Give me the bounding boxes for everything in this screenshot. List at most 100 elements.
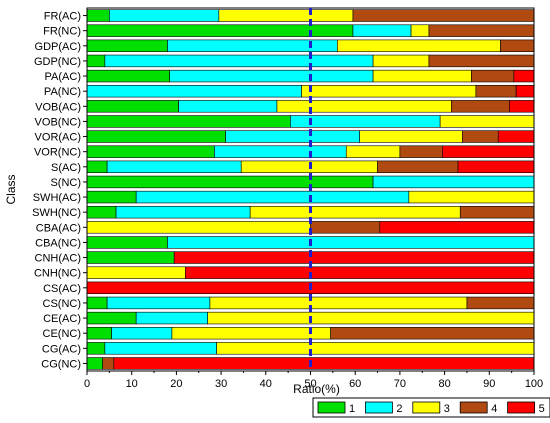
bar-segment-2 [115,205,251,219]
legend-label-1: 1 [349,403,355,415]
bars-group [86,9,535,370]
y-tick-label: PA(AC) [45,71,81,83]
bar-segment-2 [167,236,535,249]
bar-segment-1 [86,130,226,143]
bar-segment-4 [310,221,381,234]
legend-label-5: 5 [539,403,545,415]
y-tick-label: CG(AC) [42,343,81,355]
x-axis-ticks: 0 10 20 30 40 50 60 70 80 90 100 [84,371,543,390]
bar-segment-3 [209,296,468,310]
bar-segment-1 [86,342,106,355]
bar-segment-3 [218,9,354,22]
bar-segment-5 [113,357,535,370]
legend-swatch-4 [459,401,488,414]
y-tick-label: CE(NC) [43,328,82,340]
bar-segment-3 [171,326,331,340]
y-tick-label: VOR(NC) [34,147,81,159]
bar-segment-5 [173,251,535,264]
bar-segment-1 [86,296,108,310]
bar-segment-2 [214,145,347,158]
bar-segment-3 [86,266,186,279]
y-tick-label: FR(AC) [44,11,81,23]
bar-segment-2 [86,84,302,98]
y-tick-label: GDP(NC) [34,56,81,68]
bar-segment-4 [462,130,499,143]
bar-segment-1 [86,39,168,53]
bar-segment-2 [225,130,360,143]
bar-segment-4 [428,54,535,68]
bar-segment-1 [86,69,170,83]
bar-segment-3 [439,115,535,128]
bar-segment-5 [515,84,535,98]
bar-segment-5 [513,69,535,83]
y-tick-label: CNH(AC) [35,253,81,265]
y-axis-label: Class [4,174,18,204]
bar-segment-3 [359,130,463,143]
y-tick-label: CS(NC) [43,298,82,310]
bar-segment-2 [169,69,374,83]
bar-segment-1 [86,24,354,37]
bar-segment-1 [86,236,168,249]
bar-segment-5 [442,145,535,158]
bar-segment-3 [216,342,535,355]
y-tick-label: FR(NC) [43,26,81,38]
bar-segment-5 [509,100,535,113]
bar-segment-3 [408,190,535,204]
bar-segment-2 [111,326,173,340]
bar-segment-3 [372,54,430,68]
bar-segment-4 [451,100,510,113]
bar-segment-3 [207,311,535,325]
legend-swatch-1 [317,401,346,414]
y-tick-label: CS(AC) [43,283,81,295]
y-tick-label: CE(AC) [43,313,81,325]
legend-swatch-3 [412,401,441,414]
bar-segment-2 [106,160,242,174]
y-tick-label: SWH(NC) [32,207,81,219]
x-tick-label: 50 [304,378,316,390]
bar-segment-3 [345,145,401,158]
bar-segment-5 [185,266,535,279]
bar-segment-1 [86,326,112,340]
bar-segment-1 [86,160,108,174]
bar-segment-3 [86,221,311,234]
bar-segment-4 [377,160,459,174]
x-axis-label: Ratio(%) [293,382,340,396]
bar-segment-2 [135,311,208,325]
bar-segment-4 [471,69,515,83]
bar-segment-3 [301,84,477,98]
y-tick-label: CBA(AC) [36,222,81,234]
bar-segment-2 [352,24,412,37]
bar-segment-4 [500,39,535,53]
bar-segment-1 [86,357,103,370]
x-tick-label: 20 [170,378,182,390]
bar-segment-3 [410,24,430,37]
legend-label-2: 2 [396,403,402,415]
bar-segment-4 [352,9,535,22]
bar-segment-1 [86,145,215,158]
bar-segment-1 [86,175,374,189]
bar-segment-4 [428,24,535,37]
y-tick-label: CNH(NC) [34,268,81,280]
bar-segment-5 [379,221,535,234]
x-tick-label: 80 [438,378,450,390]
x-tick-label: 100 [525,378,543,390]
bar-segment-5 [497,130,535,143]
legend: 1 2 3 4 5 [312,397,550,418]
bar-segment-3 [337,39,501,53]
bar-segment-1 [86,251,175,264]
bar-segment-4 [330,326,535,340]
bar-segment-5 [457,160,535,174]
bar-segment-3 [276,100,452,113]
y-tick-label: CBA(NC) [35,237,81,249]
bar-segment-1 [86,190,137,204]
x-tick-label: 10 [126,378,138,390]
bar-segment-3 [372,69,472,83]
x-tick-label: 0 [84,378,90,390]
bar-segment-4 [466,296,535,310]
x-tick-label: 70 [394,378,406,390]
y-tick-label: SWH(AC) [33,192,81,204]
legend-swatch-5 [507,401,536,414]
y-tick-label: VOB(AC) [35,101,81,113]
y-axis-ticks: FR(AC) FR(NC) GDP(AC) GDP(NC) PA(AC) PA(NC) VO… [32,11,87,370]
